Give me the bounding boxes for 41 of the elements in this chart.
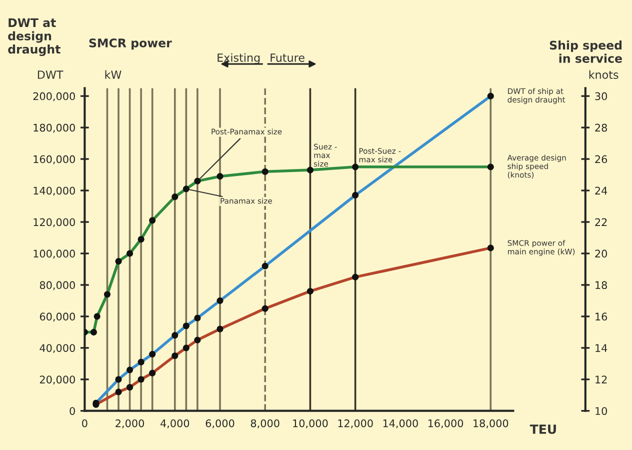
y-tick-label: 40,000 (40, 344, 75, 354)
y-tick-label: 140,000 (34, 186, 75, 196)
x-tick-label: 10,000 (293, 419, 328, 428)
y2-tick-label: 10 (596, 407, 607, 415)
y-axis-title: DWT at design draught (8, 18, 60, 56)
y-tick-label: 180,000 (34, 124, 75, 133)
x-tick-label: 0 (82, 419, 88, 428)
y2-tick-label: 22 (595, 218, 607, 226)
y2-tick-label: 30 (595, 92, 607, 100)
y2-tick-label: 24 (595, 186, 608, 194)
x-tick-label: 18,000 (474, 419, 508, 428)
x-tick-label: 6,000 (206, 419, 234, 428)
y2-tick-label: 14 (596, 344, 608, 352)
y-tick-label: 80,000 (40, 281, 75, 290)
text: SMCR power (89, 38, 172, 50)
y-tick-label: 0 (70, 407, 75, 415)
y2-tick-label: 18 (596, 281, 607, 290)
y-tick-label: 60,000 (40, 312, 75, 322)
text: DWT (38, 70, 64, 79)
y-tick-label: 120,000 (34, 218, 75, 228)
text: kW (105, 70, 122, 79)
x-tick-label: 14,000 (383, 419, 418, 428)
x-axis-title: TEU (530, 424, 556, 434)
text: knots (589, 70, 618, 79)
y2-tick-label: 26 (595, 155, 608, 164)
x-tick-label: 2,000 (116, 419, 144, 428)
y2-axis-title: Ship speed in service (550, 40, 622, 63)
x-tick-label: 4,000 (160, 419, 190, 428)
y-tick-label: 100,000 (34, 250, 75, 259)
x-tick-label: 8,000 (250, 419, 280, 428)
y-tick-label: 160,000 (34, 155, 75, 164)
y2-tick-label: 16 (596, 312, 608, 321)
y-tick-label: 20,000 (40, 376, 75, 385)
x-tick-label: 16,000 (428, 419, 464, 428)
y2-tick-label: 12 (596, 376, 607, 384)
y2-tick-label: 20 (595, 250, 607, 258)
y2-tick-label: 28 (595, 124, 607, 132)
text: Future (270, 54, 304, 62)
y-tick-label: 200,000 (33, 92, 75, 102)
x-tick-label: 12,000 (338, 419, 373, 428)
text: Existing (218, 53, 260, 64)
